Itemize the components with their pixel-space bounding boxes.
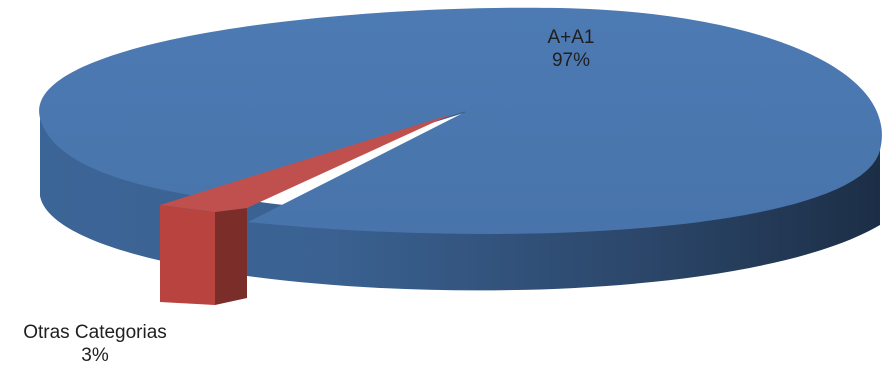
slice-b-percent: 3% xyxy=(81,345,109,366)
slice-a-name: A+A1 xyxy=(547,27,595,48)
slice-b-label: Otras Categorias 3% xyxy=(0,321,190,367)
slice-b xyxy=(160,114,452,305)
slice-a-percent: 97% xyxy=(551,50,591,71)
slice-a-side xyxy=(40,118,880,291)
slice-a-label: A+A1 97% xyxy=(506,26,636,72)
slice-b-name: Otras Categorias xyxy=(23,322,167,343)
